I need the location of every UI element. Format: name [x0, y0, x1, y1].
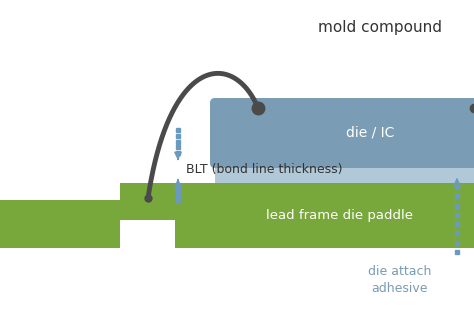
Bar: [0, 200, 120, 248]
Bar: [175, 183, 474, 248]
Text: mold compound: mold compound: [318, 20, 442, 35]
Bar: [215, 163, 474, 183]
Text: die attach
adhesive: die attach adhesive: [368, 265, 432, 295]
Text: BLT (bond line thickness): BLT (bond line thickness): [186, 163, 343, 175]
Text: lead frame die paddle: lead frame die paddle: [266, 209, 413, 221]
Bar: [120, 183, 175, 220]
Text: die / IC: die / IC: [346, 125, 394, 139]
FancyBboxPatch shape: [210, 98, 474, 168]
